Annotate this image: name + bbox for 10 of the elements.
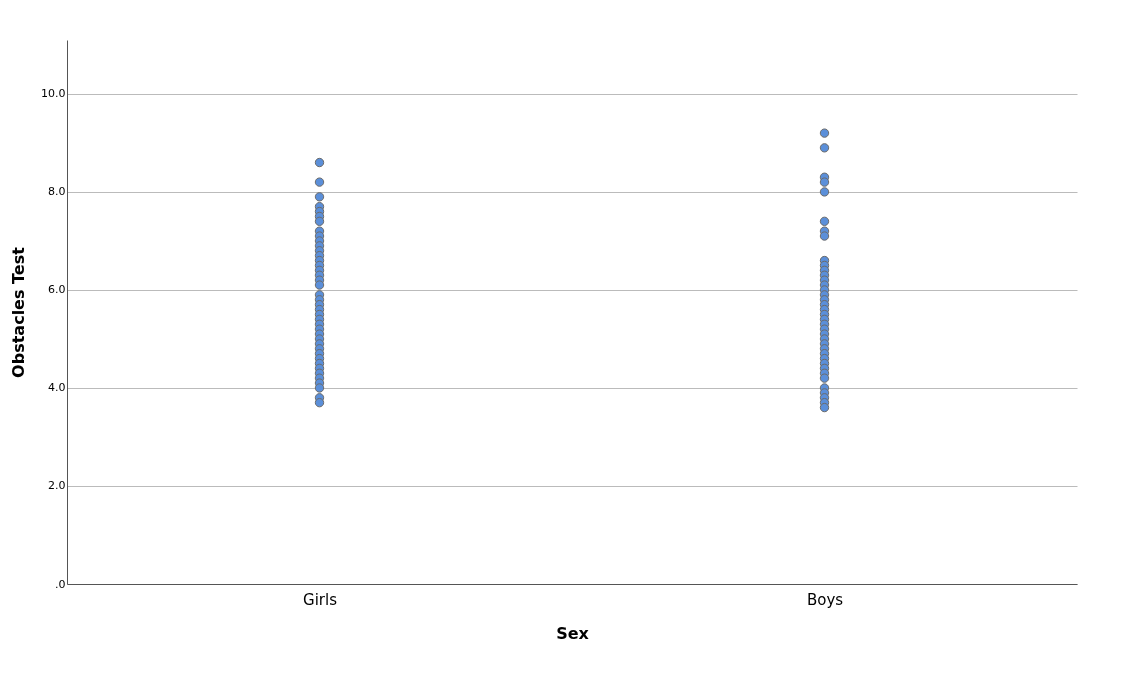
y-axis-title: Obstacles Test <box>9 246 29 378</box>
y-tick-label: 4.0 <box>48 381 66 395</box>
y-tick-label: .0 <box>55 577 66 591</box>
x-axis-title: Sex <box>556 623 590 643</box>
y-tick-label: 10.0 <box>41 87 66 101</box>
y-tick-label: 2.0 <box>48 479 66 493</box>
y-tick-label: 6.0 <box>48 283 66 297</box>
x-tick-label: Boys <box>806 590 844 609</box>
y-tick-label: 8.0 <box>48 185 66 199</box>
x-tick-label: Girls <box>303 590 338 609</box>
